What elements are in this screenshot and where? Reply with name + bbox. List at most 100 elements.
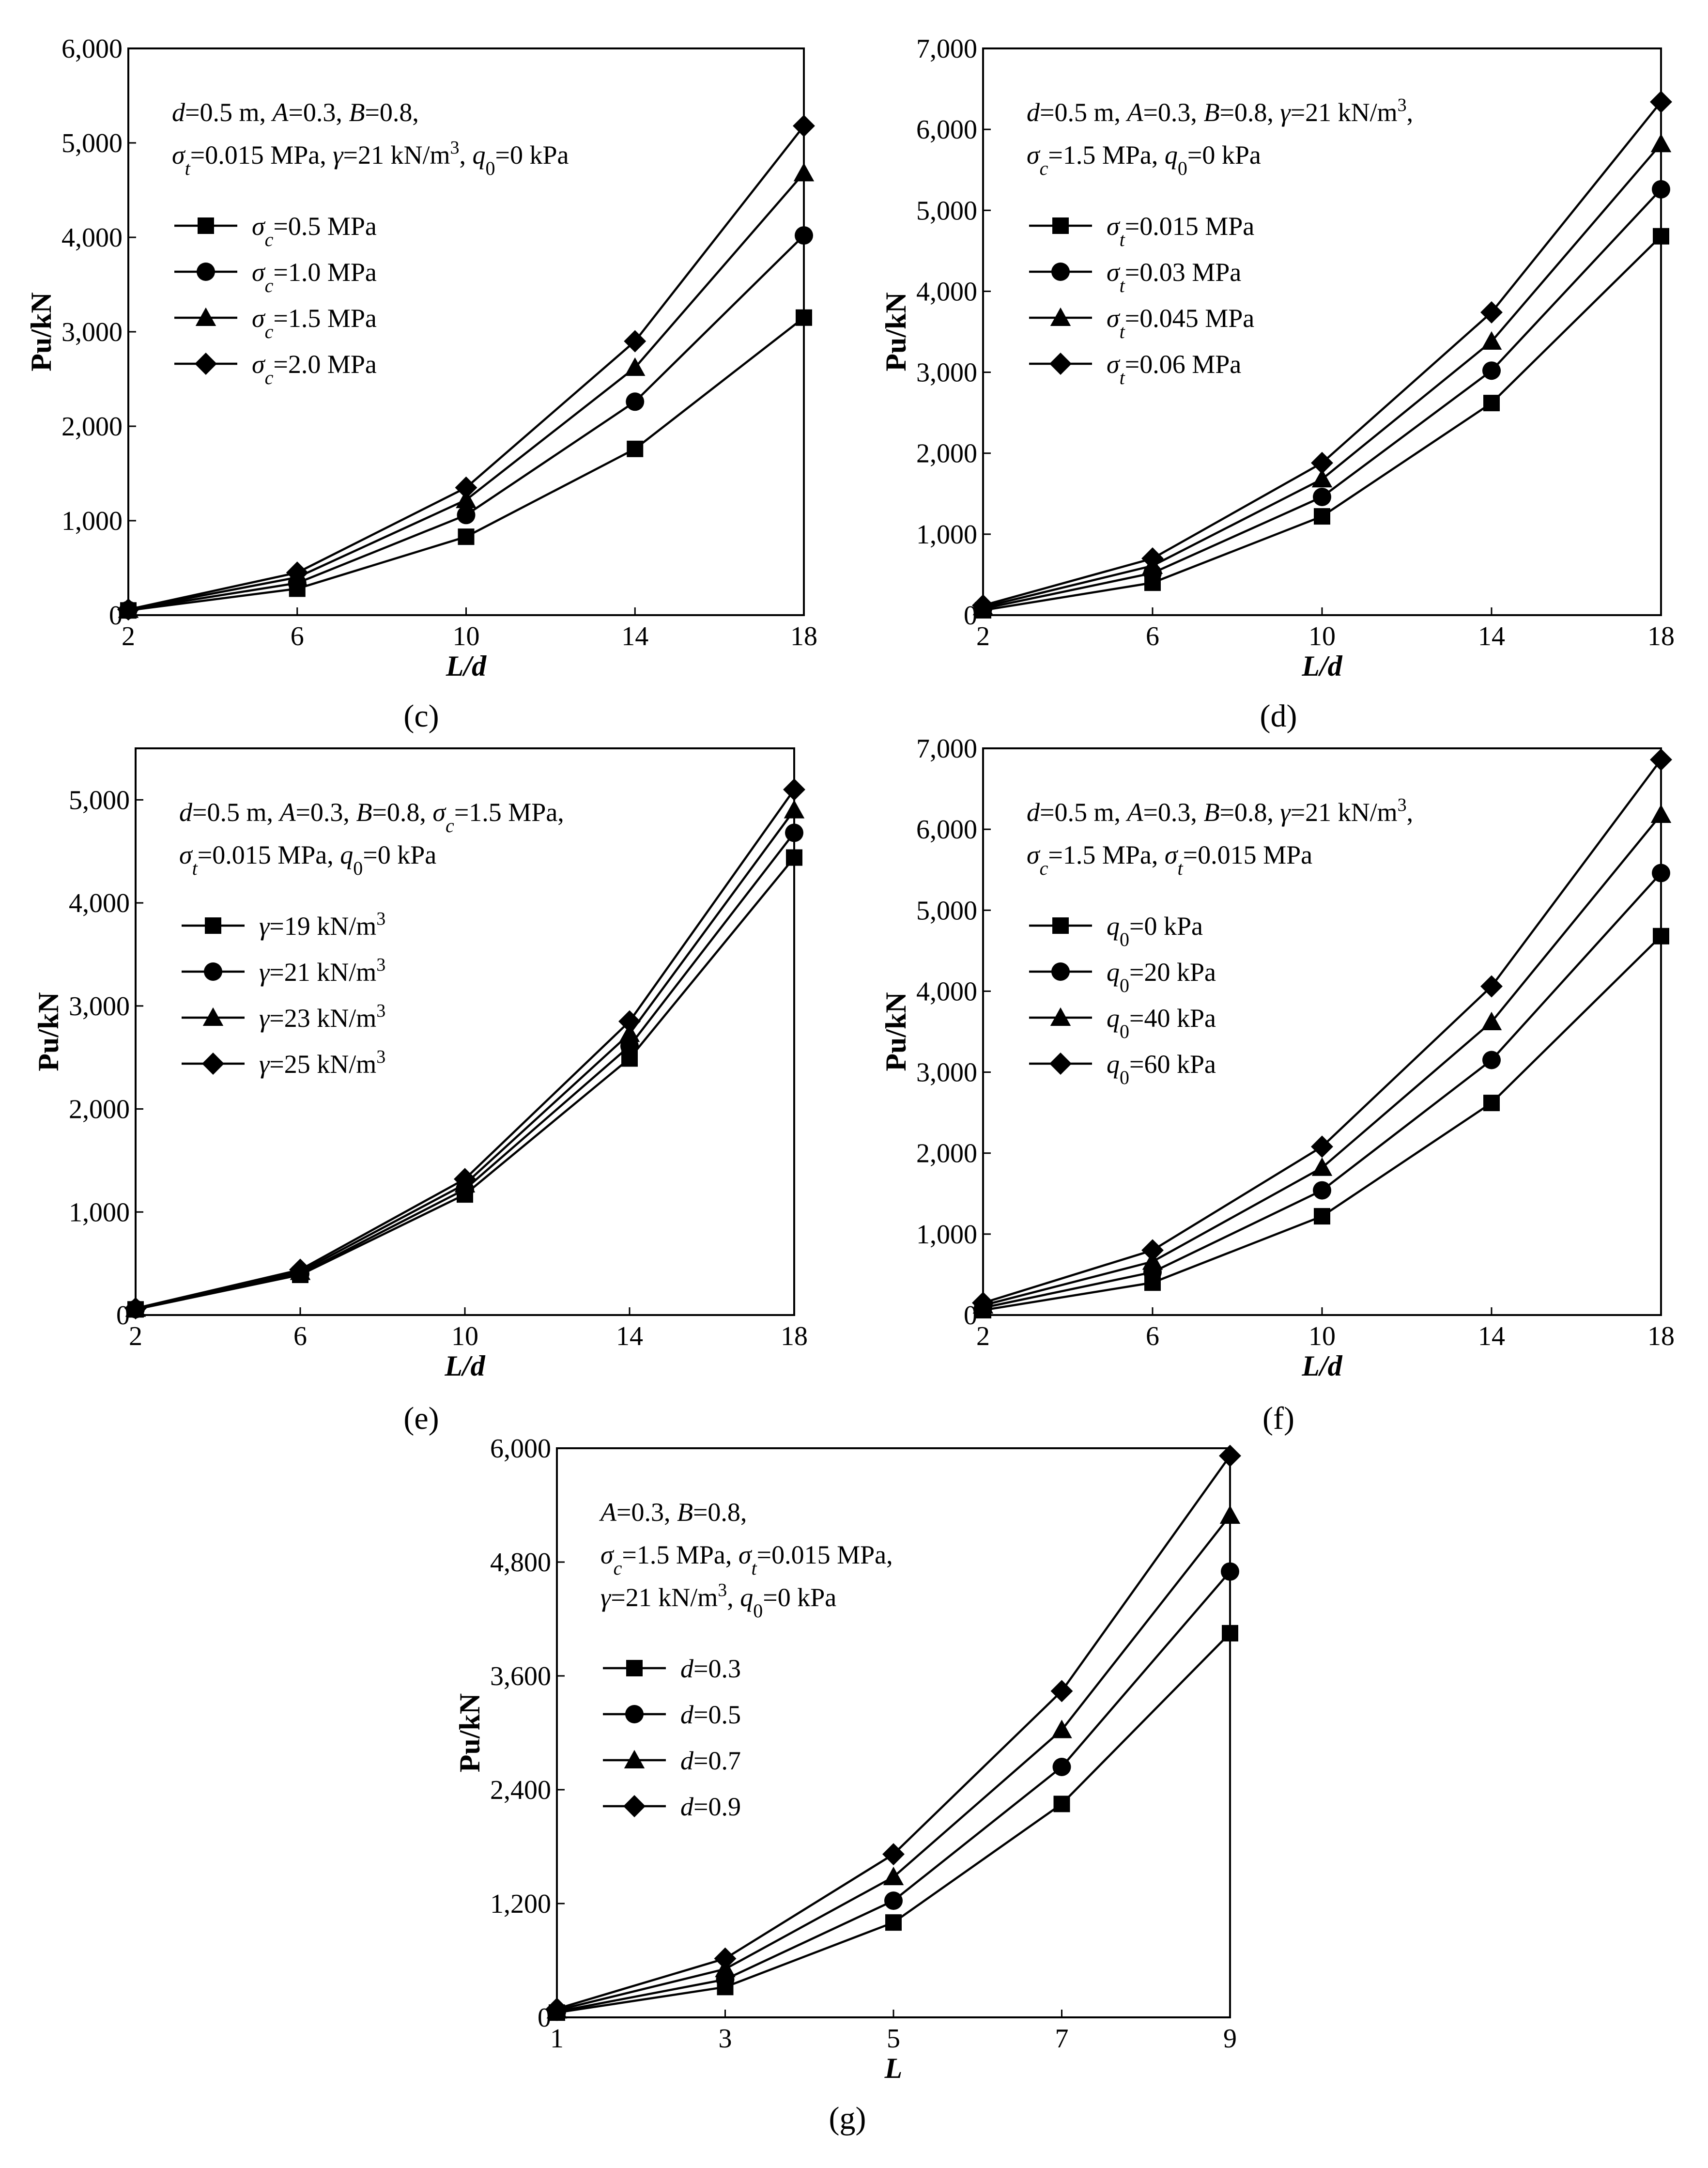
y-tick-label: 7,000 xyxy=(916,734,977,764)
y-tick-label: 6,000 xyxy=(490,1434,551,1464)
data-point-diamond xyxy=(714,1947,737,1970)
y-tick-label: 4,800 xyxy=(490,1548,551,1578)
legend-entry: σc=0.5 MPa xyxy=(252,212,377,250)
series-line-3 xyxy=(135,809,795,1310)
parameter-annotation: σc=1.5 MPa, σt=0.015 MPa xyxy=(1027,840,1312,879)
x-tick-label: 14 xyxy=(616,1321,643,1351)
legend-marker-circle xyxy=(625,1705,644,1723)
data-point-diamond xyxy=(972,594,994,617)
legend-entry: q0=40 kPa xyxy=(1107,1004,1216,1042)
plot-frame xyxy=(982,747,1662,1316)
series-line-3 xyxy=(983,814,1662,1307)
parameter-annotation: σt=0.015 MPa, q0=0 kPa xyxy=(179,840,436,879)
y-tick-label: 2,400 xyxy=(490,1775,551,1805)
legend-marker-triangle xyxy=(202,1007,224,1026)
series-line-1 xyxy=(128,316,805,612)
x-tick-label: 5 xyxy=(887,2024,900,2054)
data-point-square xyxy=(1314,508,1330,525)
x-axis-label: L/d xyxy=(444,1350,485,1382)
data-point-triangle xyxy=(456,489,477,509)
legend-marker-square xyxy=(1052,917,1069,934)
y-tick-label: 2,000 xyxy=(916,1139,977,1169)
data-point-square xyxy=(1483,1095,1500,1112)
series-line-2 xyxy=(128,234,805,611)
data-point-triangle xyxy=(619,1023,640,1042)
x-tick-label: 10 xyxy=(1308,1321,1336,1351)
data-point-square xyxy=(1653,228,1669,245)
data-point-triangle xyxy=(1311,468,1333,488)
legend-marker-square xyxy=(626,1660,643,1676)
series-line-3 xyxy=(983,143,1662,608)
data-point-square xyxy=(1483,395,1500,412)
x-tick-label: 2 xyxy=(122,621,135,651)
data-point-square xyxy=(786,849,802,866)
legend-entry: σt=0.06 MPa xyxy=(1107,350,1241,388)
legend-marker-triangle xyxy=(624,1750,645,1768)
x-axis-label: L xyxy=(884,2052,903,2084)
panel-label: (f) xyxy=(1262,1401,1294,1436)
data-point-circle xyxy=(1652,180,1670,199)
data-point-circle xyxy=(795,226,813,245)
series-line-4 xyxy=(983,101,1662,607)
legend-entry: σc=2.0 MPa xyxy=(252,350,377,388)
legend-entry: σc=1.5 MPa xyxy=(252,304,377,342)
legend-marker-triangle xyxy=(1050,307,1071,326)
legend-entry: σc=1.0 MPa xyxy=(252,258,377,296)
x-tick-label: 1 xyxy=(550,2024,564,2054)
legend-marker-circle xyxy=(197,263,215,281)
legend-entry: γ=19 kN/m3 xyxy=(259,909,385,941)
chart-c: 2 6 10 14 1801,0002,0003,0004,0005,0006,000L… xyxy=(25,34,817,734)
y-tick-label: 3,000 xyxy=(916,1058,977,1088)
x-axis-label: L/d xyxy=(1301,1350,1342,1382)
x-tick-label: 18 xyxy=(790,621,817,651)
y-tick-label: 4,000 xyxy=(916,277,977,307)
y-tick-label: 3,000 xyxy=(916,358,977,388)
panel-label: (c) xyxy=(403,698,439,734)
data-point-diamond xyxy=(1050,1680,1073,1703)
data-point-circle xyxy=(1221,1562,1239,1581)
data-point-diamond xyxy=(455,476,477,499)
y-tick-label: 5,000 xyxy=(62,128,123,158)
data-point-diamond xyxy=(1311,451,1333,474)
legend-marker-circle xyxy=(1051,263,1070,281)
data-point-square xyxy=(1053,1796,1070,1812)
data-point-circle xyxy=(1052,1758,1071,1776)
legend-marker-circle xyxy=(204,962,222,981)
y-tick-label: 2,000 xyxy=(916,439,977,469)
data-point-circle xyxy=(1482,1051,1501,1069)
y-axis-label: Pu/kN xyxy=(32,992,64,1071)
series-line-2 xyxy=(135,832,795,1310)
legend-marker-diamond xyxy=(202,1053,224,1075)
y-tick-label: 5,000 xyxy=(916,196,977,226)
data-point-diamond xyxy=(454,1168,476,1191)
x-tick-label: 10 xyxy=(451,1321,478,1351)
data-point-circle xyxy=(1652,864,1670,883)
x-tick-label: 6 xyxy=(1146,621,1159,651)
data-point-diamond xyxy=(624,330,646,353)
y-tick-label: 2,000 xyxy=(69,1095,130,1125)
series-line-2 xyxy=(983,188,1662,610)
x-tick-label: 18 xyxy=(1647,1321,1675,1351)
x-tick-label: 18 xyxy=(781,1321,808,1351)
y-tick-label: 3,000 xyxy=(62,317,123,347)
y-tick-label: 2,000 xyxy=(62,412,123,442)
parameter-annotation: d=0.5 m, A=0.3, B=0.8, γ=21 kN/m3, xyxy=(1027,795,1413,827)
legend-entry: q0=60 kPa xyxy=(1107,1050,1216,1088)
plot-frame xyxy=(556,1447,1231,2018)
data-point-diamond xyxy=(286,561,308,584)
legend-entry: σt=0.045 MPa xyxy=(1107,304,1254,342)
y-axis-label: Pu/kN xyxy=(880,292,912,371)
data-point-diamond xyxy=(1141,1239,1164,1262)
x-tick-label: 3 xyxy=(719,2024,732,2054)
parameter-annotation: d=0.5 m, A=0.3, B=0.8, xyxy=(172,98,419,127)
data-point-triangle xyxy=(1481,331,1502,350)
legend-marker-diamond xyxy=(195,353,217,375)
data-point-diamond xyxy=(546,1998,568,2020)
data-point-diamond xyxy=(1480,301,1503,324)
parameter-annotation: σc=1.5 MPa, q0=0 kPa xyxy=(1027,140,1261,179)
data-point-diamond xyxy=(1311,1135,1333,1158)
data-point-diamond xyxy=(1141,547,1164,570)
data-point-diamond xyxy=(1480,975,1503,998)
data-point-diamond xyxy=(1650,748,1672,771)
